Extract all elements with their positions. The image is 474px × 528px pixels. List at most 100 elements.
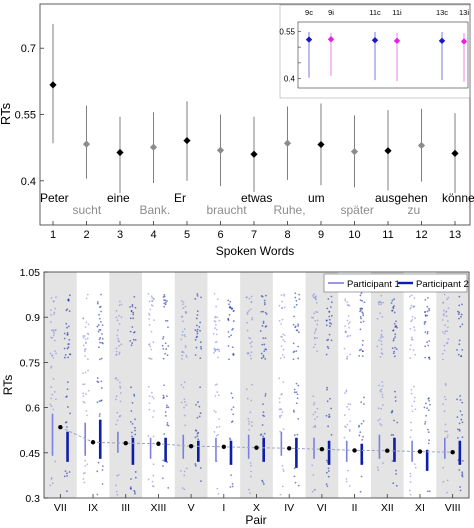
pair-label: IV [284,502,294,514]
trial-point [214,411,217,414]
spoken-word-label: später [341,203,374,217]
trial-point [380,329,383,332]
trial-point [232,320,235,322]
trial-point [97,461,100,464]
trial-point [87,389,90,392]
inset-mean-marker [371,37,379,44]
trial-point [100,380,103,383]
top-x-tick-label: 11 [382,229,393,241]
trial-point [426,407,428,410]
trial-point [251,383,253,386]
trial-point [347,469,350,472]
trial-point [360,292,363,295]
trial-point [315,301,318,304]
trial-point [54,350,56,352]
trial-point [181,334,184,336]
trial-point [381,404,384,406]
trial-point [359,294,362,297]
trial-point [294,292,297,295]
trial-point [249,337,252,340]
trial-point [442,302,445,304]
trial-point [393,322,396,325]
trial-point [443,293,446,296]
pair-mean-point [450,449,455,455]
trial-point [63,475,66,478]
inset-mean-marker [393,37,401,45]
trial-point [162,335,165,338]
trial-point [296,433,299,436]
pair-mean-point [385,448,390,453]
trial-point [327,298,330,300]
trial-point [119,386,122,389]
trial-point [115,423,118,426]
word-mean-marker [350,148,359,156]
trial-point [163,305,166,308]
trial-point [392,306,395,309]
trial-point [117,474,120,476]
trial-point [150,295,153,298]
trial-point [358,424,360,427]
trial-point [52,330,55,333]
trial-point [180,470,182,472]
trial-point [380,388,383,391]
pair-mean-point [417,449,423,454]
trial-point [51,337,54,339]
pair-label: X [253,502,260,514]
trial-point [52,357,55,359]
trial-point [82,317,85,320]
trial-point [315,298,317,301]
trial-point [65,421,68,423]
trial-point [316,350,319,353]
trial-point [281,354,284,356]
trial-point [391,409,394,412]
trial-point [412,349,415,352]
trial-point [349,353,351,356]
pair-mean-point [319,446,325,452]
bottom-y-tick-label: 0.75 [20,357,41,369]
trial-point [98,328,101,331]
trial-point [231,346,234,349]
trial-point [149,345,152,348]
trial-point [246,311,249,314]
trial-point [150,358,153,360]
trial-point [444,430,446,433]
trial-point [409,493,412,496]
trial-point [325,353,328,356]
trial-point [428,358,431,360]
trial-point [263,303,266,306]
trial-point [96,380,99,383]
pair-mean-point [90,440,96,445]
pair-shade-band [44,272,77,498]
trial-point [461,471,464,474]
trial-point [458,339,461,342]
trial-point [147,385,150,388]
trial-point [134,471,137,473]
trial-point [426,331,429,333]
trial-point [396,326,398,329]
trial-point [231,485,234,488]
trial-point [152,397,155,400]
trial-point [264,392,267,395]
trial-point [382,462,384,465]
trial-point [359,315,362,318]
trial-point [315,310,317,313]
trial-point [394,333,397,336]
trial-point [118,300,121,303]
trial-point [343,414,346,417]
pair-label: IX [88,502,98,514]
trial-point [101,333,103,335]
trial-point [55,352,57,355]
trial-point [456,398,458,401]
trial-point [316,319,319,322]
trial-point [50,477,53,479]
trial-point [53,313,55,316]
trial-point [326,339,329,342]
trial-point [461,473,464,475]
trial-point [161,477,164,480]
trial-point [349,485,351,487]
trial-point [200,296,202,299]
trial-point [327,467,330,470]
top-x-tick-label: 12 [415,229,427,241]
trial-point [314,343,317,346]
trial-point [293,434,296,437]
